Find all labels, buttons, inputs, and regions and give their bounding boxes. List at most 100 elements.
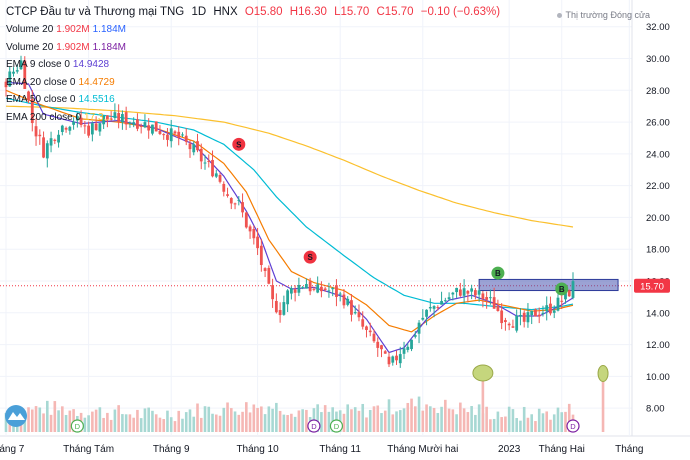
event-marker-label: D — [570, 422, 576, 431]
candle-body — [316, 284, 320, 293]
indicator-value: 14.5516 — [78, 94, 115, 105]
indicator-row[interactable]: EMA 200 close 0 17.3... — [6, 112, 115, 123]
candle-body — [75, 116, 79, 121]
candle-body — [113, 112, 117, 119]
volume-bar — [556, 407, 560, 432]
indicator-label: EMA 50 close 0 — [6, 94, 76, 105]
indicator-row[interactable]: Volume 20 1.902M 1.184M — [6, 42, 129, 53]
candle-body — [342, 294, 346, 306]
candle-body — [383, 351, 387, 354]
volume-bar — [383, 410, 387, 432]
volume-bar — [402, 408, 406, 432]
candle-body — [350, 300, 353, 315]
candle-body — [481, 293, 485, 300]
candle-body — [34, 126, 38, 137]
candle-body — [282, 302, 286, 315]
volume-bar — [429, 406, 432, 432]
candle-body — [83, 125, 87, 127]
candle-body — [507, 323, 511, 326]
volume-bar — [417, 396, 421, 432]
candle-body — [12, 71, 15, 74]
candle-body — [432, 306, 436, 309]
candle-body — [192, 144, 196, 153]
y-tick-label: 28.00 — [646, 86, 670, 97]
volume-bar — [346, 404, 350, 432]
candle-body — [387, 356, 391, 365]
candle-body — [214, 173, 218, 177]
indicator-row[interactable]: EMA 20 close 0 14.4729 — [6, 77, 118, 88]
x-tick-label: Tháng 7 — [0, 444, 25, 455]
event-marker — [329, 419, 344, 433]
candle-body — [451, 292, 455, 295]
volume-bar — [233, 411, 237, 432]
volume-bar — [474, 414, 477, 432]
candle-body — [308, 281, 312, 292]
candle-body — [361, 319, 365, 327]
volume-bar — [98, 407, 102, 432]
y-tick-label: 20.00 — [646, 213, 670, 224]
candle-body — [226, 194, 229, 196]
candle-body — [267, 267, 271, 284]
volume-bar — [293, 416, 297, 432]
candle-body — [128, 122, 132, 124]
volume-bar — [271, 408, 274, 432]
candle-body — [274, 301, 278, 313]
volume-bar — [4, 412, 8, 432]
volume-bar — [470, 406, 473, 432]
y-tick-label: 30.00 — [646, 54, 670, 65]
indicator-row[interactable]: Volume 20 1.902M 1.184M — [6, 24, 129, 35]
candle-body — [556, 297, 560, 311]
volume-bar — [537, 408, 541, 432]
candle-body — [222, 183, 226, 192]
symbol-title[interactable]: CTCP Đầu tư và Thương mại TNG — [6, 6, 185, 18]
interval-label[interactable]: 1D — [191, 6, 207, 18]
volume-bar — [192, 416, 196, 432]
candle-body — [30, 99, 34, 124]
volume-bar — [395, 411, 398, 432]
volume-bar — [398, 410, 402, 432]
volume-bar — [229, 408, 233, 432]
candle-body — [166, 134, 169, 140]
volume-bar — [109, 419, 113, 432]
volume-bar — [8, 418, 12, 432]
candle-body — [470, 288, 474, 292]
candle-body — [320, 286, 323, 292]
candle-body — [492, 297, 496, 309]
volume-bar — [372, 406, 376, 432]
candle-body — [177, 131, 181, 138]
candle-body — [440, 300, 443, 305]
volume-bar — [214, 414, 218, 432]
candle-body — [289, 288, 293, 294]
volume-bar — [38, 407, 42, 432]
y-tick-label: 14.00 — [646, 308, 670, 319]
indicator-label: Volume 20 — [6, 41, 54, 53]
candle-body — [534, 309, 537, 317]
candle-body — [102, 115, 106, 125]
candle-body — [229, 198, 233, 204]
volume-bar — [263, 414, 267, 432]
volume-bar — [413, 406, 417, 432]
volume-bar — [94, 409, 98, 432]
indicator-row[interactable]: EMA 50 close 0 14.5516 — [6, 94, 118, 105]
candle-body — [380, 345, 383, 350]
volume-bar — [46, 400, 49, 432]
candle-body — [462, 288, 466, 296]
volume-bar — [275, 402, 278, 432]
volume-bar — [106, 412, 109, 432]
indicator-row[interactable]: EMA 9 close 0 14.9428 — [6, 59, 112, 70]
candle-body — [530, 310, 534, 316]
volume-bar — [49, 414, 53, 432]
sell-signal-marker — [232, 137, 246, 151]
volume-bar — [376, 405, 380, 432]
candle-body — [154, 121, 158, 132]
candle-body — [417, 322, 421, 334]
candle-body — [23, 60, 27, 89]
volume-bar — [196, 403, 199, 432]
volume-bar — [207, 406, 211, 432]
candle-body — [545, 305, 549, 312]
candle-body — [402, 348, 406, 354]
volume-bar — [203, 406, 207, 432]
volume-bar — [260, 406, 263, 432]
volume-bar — [327, 411, 331, 432]
